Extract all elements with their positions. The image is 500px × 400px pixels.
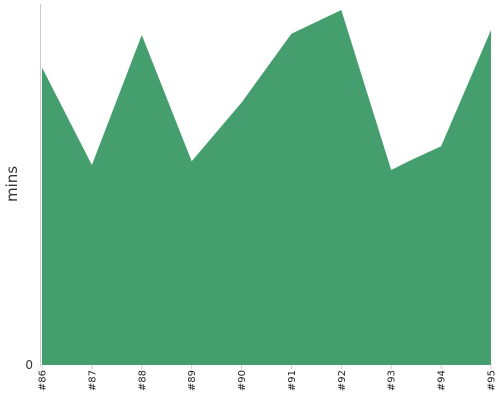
x-tick-label: #86 [38, 370, 49, 391]
series-layer [42, 10, 491, 365]
x-tick-label: #94 [437, 370, 448, 391]
x-tick-label: #89 [187, 370, 198, 391]
x-tick-label: #90 [237, 370, 248, 391]
y-tick-label: 0 [25, 358, 33, 372]
x-tick-label: #93 [387, 370, 398, 391]
x-tick-label: #88 [137, 370, 148, 391]
y-axis-ticks: 0 [25, 358, 33, 372]
area-series [42, 10, 491, 365]
x-tick-label: #92 [337, 370, 348, 391]
x-axis-ticks: #86 #87 #88 #89 #90 #91 #92 #93 #94 #95 [38, 365, 498, 391]
x-tick-label: #91 [287, 370, 298, 391]
y-axis-title: mins [3, 166, 21, 202]
x-tick-label: #95 [487, 370, 498, 391]
x-tick-label: #87 [87, 370, 98, 391]
